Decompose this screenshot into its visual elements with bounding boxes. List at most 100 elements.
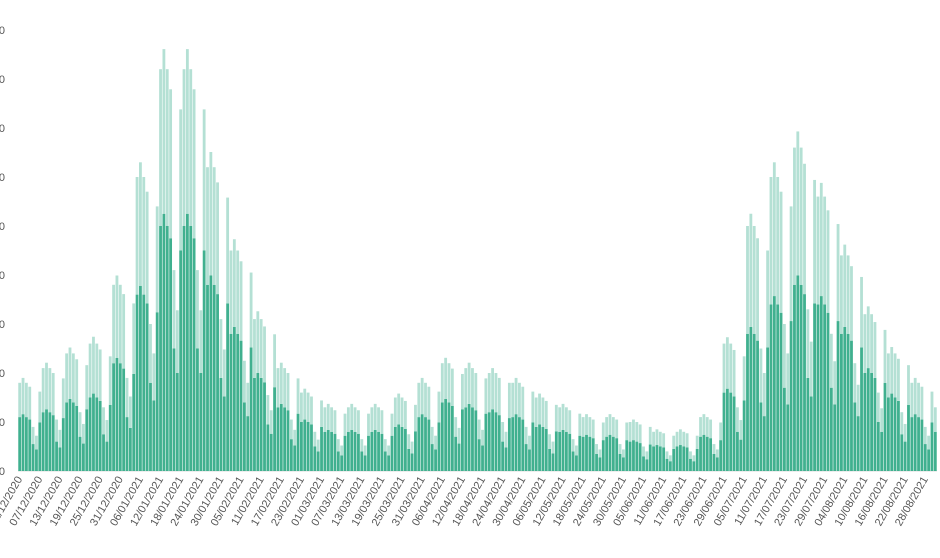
- bar-segment: [585, 434, 588, 471]
- bar-segment: [236, 333, 240, 471]
- bar-segment: [628, 422, 632, 442]
- bar-segment: [819, 296, 823, 471]
- bar-segment: [477, 439, 481, 471]
- bar-segment: [685, 433, 689, 448]
- bar-segment: [340, 445, 344, 456]
- bar-segment: [538, 393, 541, 425]
- bar-segment: [343, 435, 347, 471]
- bar-segment: [414, 431, 417, 471]
- bar-segment: [58, 447, 62, 471]
- bar-segment: [930, 422, 934, 471]
- bar-segment: [397, 424, 401, 471]
- bar-segment: [393, 426, 397, 471]
- bar-segment: [769, 304, 773, 471]
- bar-segment: [175, 373, 179, 471]
- bar-segment: [873, 322, 877, 378]
- bar-segment: [51, 415, 55, 471]
- bar-segment: [779, 312, 783, 471]
- bar-segment: [833, 361, 837, 405]
- bar-segment: [551, 453, 555, 471]
- bar-segment: [709, 438, 713, 471]
- bar-segment: [21, 414, 25, 471]
- bar-segment: [856, 416, 860, 471]
- bar-segment: [638, 443, 642, 471]
- bar-segment: [766, 347, 770, 471]
- bar-segment: [360, 439, 364, 452]
- bar-segment: [762, 373, 766, 417]
- bar-segment: [682, 431, 686, 447]
- bar-segment: [645, 459, 649, 471]
- bar-segment: [363, 455, 367, 471]
- y-tick-label: 2000: [0, 368, 5, 380]
- bar-segment: [729, 343, 733, 393]
- bar-segment: [866, 306, 870, 369]
- bar-segment: [595, 444, 598, 454]
- bar-segment: [709, 419, 713, 439]
- bar-segment: [219, 377, 223, 471]
- bar-segment: [407, 434, 411, 449]
- bar-segment: [799, 147, 803, 285]
- bar-segment: [920, 419, 924, 471]
- bar-segment: [903, 441, 907, 471]
- bar-segment: [273, 334, 276, 388]
- bar-segment: [357, 410, 360, 434]
- bar-segment: [813, 179, 816, 304]
- bar-segment: [484, 413, 488, 471]
- bar-segment: [621, 449, 625, 458]
- bar-segment: [860, 276, 863, 348]
- bar-segment: [786, 353, 790, 405]
- bar-segment: [749, 213, 753, 327]
- bar-segment: [742, 400, 746, 471]
- bar-segment: [823, 304, 827, 471]
- bar-segment: [803, 163, 806, 295]
- bar-segment: [679, 429, 682, 446]
- bar-segment: [487, 412, 491, 471]
- bar-segment: [326, 429, 330, 471]
- bar-segment: [601, 422, 605, 441]
- bar-segment: [279, 403, 283, 471]
- bar-segment: [910, 417, 914, 471]
- bar-segment: [145, 303, 149, 471]
- bar-segment: [400, 397, 404, 427]
- bar-segment: [135, 294, 139, 471]
- bar-segment: [689, 458, 692, 471]
- bar-segment: [403, 400, 407, 429]
- bar-segment: [782, 387, 786, 471]
- bar-segment: [779, 191, 783, 313]
- bar-segment: [239, 261, 243, 341]
- bar-segment: [907, 404, 910, 471]
- bar-segment: [165, 226, 169, 471]
- bar-segment: [199, 310, 203, 373]
- bar-segment: [38, 391, 42, 423]
- bar-segment: [330, 407, 334, 432]
- bar-segment: [139, 285, 142, 471]
- bar-segment: [923, 426, 927, 445]
- bar-segment: [695, 435, 699, 449]
- bar-segment: [725, 337, 729, 389]
- bar-segment: [179, 250, 183, 471]
- bar-segment: [61, 418, 65, 471]
- bar-segment: [829, 333, 833, 388]
- bar-segment: [320, 426, 323, 471]
- bar-segment: [363, 445, 367, 456]
- bar-segment: [903, 423, 907, 442]
- bar-segment: [333, 433, 337, 471]
- bar-segment: [474, 410, 478, 471]
- bar-segment: [222, 396, 226, 471]
- bar-segment: [239, 340, 243, 471]
- bar-segment: [487, 373, 491, 413]
- bar-segment: [742, 356, 746, 401]
- bar-segment: [615, 419, 619, 439]
- bar-segment: [450, 405, 454, 471]
- bar-segment: [115, 357, 119, 471]
- bar-segment: [863, 314, 867, 373]
- bar-segment: [534, 426, 538, 471]
- bar-segment: [259, 377, 263, 471]
- bar-segment: [722, 392, 726, 471]
- bar-segment: [232, 239, 236, 327]
- y-tick-label: 1000: [0, 417, 5, 429]
- bar-segment: [638, 424, 642, 444]
- bar-segment: [343, 413, 347, 436]
- bar-segment: [846, 333, 850, 471]
- bar-segment: [159, 69, 162, 226]
